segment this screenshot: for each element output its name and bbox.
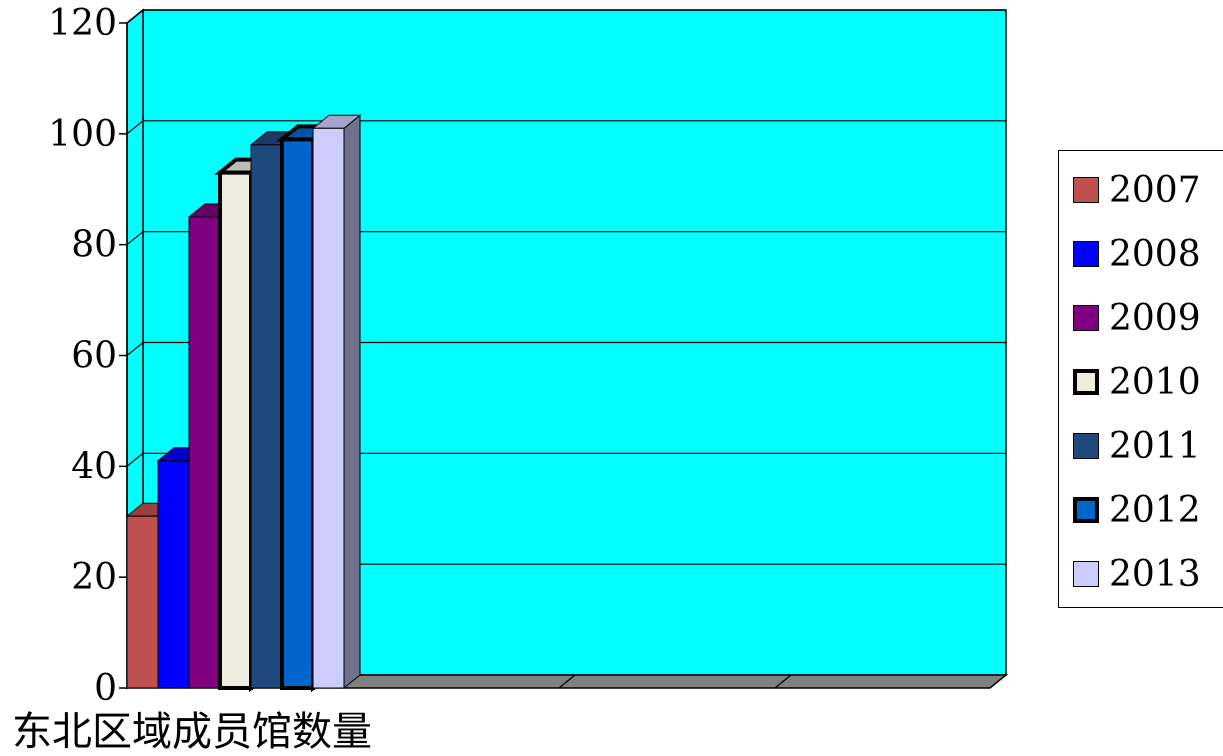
y-tick-label: 20 [71,557,117,598]
bar-front-face [312,127,345,689]
y-tick-label: 80 [71,225,117,266]
gridline [126,452,1006,467]
floor-division [774,674,792,689]
y-tick-label: 60 [71,336,117,377]
bar-side-face [343,114,361,690]
y-tick-label: 100 [48,114,117,155]
legend: 2007 2008 2009 2010 2011 2012 2013 [1058,150,1223,608]
legend-item: 2008 [1073,229,1201,279]
legend-swatch [1073,177,1099,203]
gridline [126,9,1006,24]
legend-swatch [1073,433,1099,459]
gridline [126,120,1006,135]
legend-label: 2011 [1109,425,1201,467]
gridline [126,231,1006,246]
category-label: 东北区域成员馆数量 [12,709,372,755]
legend-label: 2009 [1109,297,1201,339]
legend-item: 2010 [1073,357,1201,407]
bar-front-face [250,144,283,689]
legend-label: 2008 [1109,233,1201,275]
legend-label: 2010 [1109,361,1201,403]
legend-item: 2007 [1073,165,1201,215]
bar-front-face [218,170,253,690]
bars [125,114,362,693]
floor-division [558,674,576,689]
legend-swatch [1073,497,1099,523]
gridline [126,341,1006,356]
y-axis-ticks: 0 20 40 60 80 100 120 [48,3,128,709]
bar-front-face [157,460,190,689]
legend-item: 2013 [1073,549,1201,599]
legend-item: 2009 [1073,293,1201,343]
legend-item: 2012 [1073,485,1201,535]
legend-label: 2013 [1109,553,1201,595]
legend-swatch [1073,369,1099,395]
bar-front-face [280,137,315,690]
bar-front-face [188,216,221,689]
legend-label: 2007 [1109,169,1201,211]
bar-2013 [311,114,362,690]
y-tick-label: 120 [48,3,117,44]
y-tick-label: 0 [94,668,117,709]
legend-swatch [1073,241,1099,267]
legend-swatch [1073,561,1099,587]
y-tick-label: 40 [71,446,117,487]
legend-swatch [1073,305,1099,331]
legend-label: 2012 [1109,489,1201,531]
bar-front-face [126,515,159,689]
legend-item: 2011 [1073,421,1201,471]
